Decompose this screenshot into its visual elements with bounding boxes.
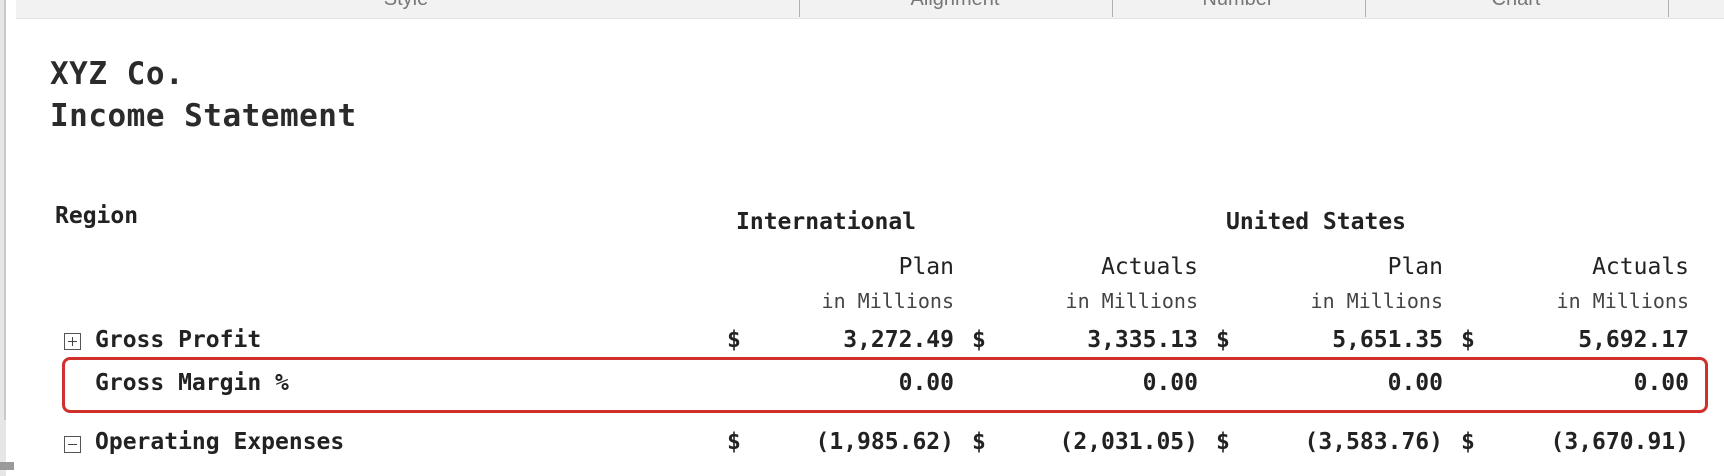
gutter-handle[interactable] [0,462,14,470]
region-international-header: International [736,209,916,235]
unit-label-intl-actuals: in Millions [1066,289,1198,313]
left-gutter [0,0,6,476]
region-us-header: United States [1226,209,1406,235]
currency-symbol: $ [727,429,741,455]
unit-label-us-plan: in Millions [1311,289,1443,313]
value-opex-us-plan: (3,583.76) [1305,429,1443,455]
value-gross-profit-intl-plan: 3,272.49 [843,327,954,353]
currency-symbol: $ [1216,429,1230,455]
expand-icon[interactable] [64,333,81,350]
unit-label-us-actuals: in Millions [1557,289,1689,313]
value-gross-profit-intl-actuals: 3,335.13 [1087,327,1198,353]
collapse-icon[interactable] [64,436,81,453]
row-label-operating-expenses: Operating Expenses [95,429,344,455]
value-gross-margin-us-plan: 0.00 [1388,370,1443,396]
value-gross-margin-intl-actuals: 0.00 [1143,370,1198,396]
highlighted-row-outline [62,357,1708,413]
ribbon-group-number[interactable]: Number [1113,0,1363,18]
measure-header-us-plan: Plan [1388,254,1443,280]
ribbon-group-style[interactable]: Style [16,0,796,18]
measure-header-intl-plan: Plan [899,254,954,280]
measure-header-us-actuals: Actuals [1592,254,1689,280]
value-gross-margin-intl-plan: 0.00 [899,370,954,396]
value-gross-profit-us-actuals: 5,692.17 [1578,327,1689,353]
region-header: Region [55,203,138,229]
currency-symbol: $ [972,327,986,353]
row-label-gross-profit: Gross Profit [95,327,261,353]
statement-title: Income Statement [50,98,357,134]
ribbon-bar: Style Alignment Number Chart [16,0,1724,19]
ribbon-group-chart[interactable]: Chart [1366,0,1666,18]
value-gross-margin-us-actuals: 0.00 [1634,370,1689,396]
value-opex-intl-actuals: (2,031.05) [1060,429,1198,455]
currency-symbol: $ [972,429,986,455]
gutter-line [4,0,6,420]
currency-symbol: $ [727,327,741,353]
currency-symbol: $ [1461,429,1475,455]
unit-label-intl-plan: in Millions [822,289,954,313]
currency-symbol: $ [1461,327,1475,353]
ribbon-separator [1668,0,1669,17]
company-title: XYZ Co. [50,56,184,92]
row-label-gross-margin: Gross Margin % [95,370,289,396]
ribbon-group-alignment[interactable]: Alignment [800,0,1110,18]
measure-header-intl-actuals: Actuals [1101,254,1198,280]
currency-symbol: $ [1216,327,1230,353]
value-opex-us-actuals: (3,670.91) [1551,429,1689,455]
value-gross-profit-us-plan: 5,651.35 [1332,327,1443,353]
value-opex-intl-plan: (1,985.62) [816,429,954,455]
